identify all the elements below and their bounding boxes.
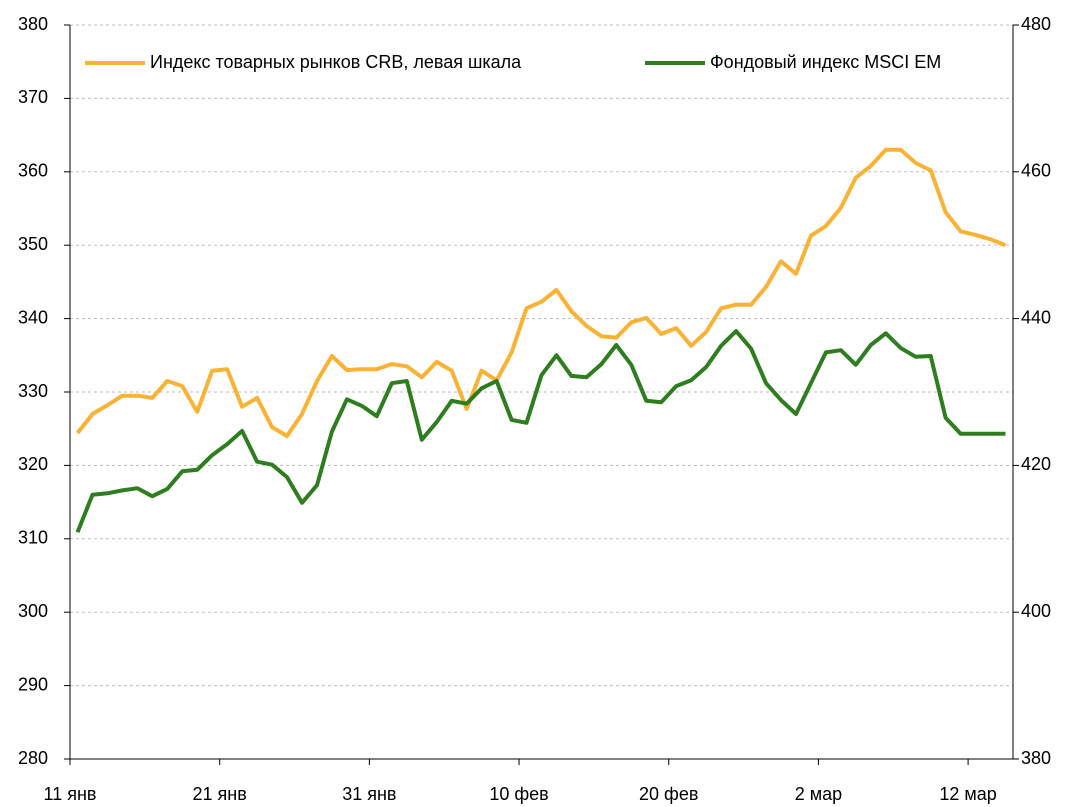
y-tick-label: 280 bbox=[18, 748, 48, 768]
y-tick-label: 370 bbox=[18, 87, 48, 107]
y2-tick-label: 400 bbox=[1021, 601, 1051, 621]
legend-label: Индекс товарных рынков CRB, левая шкала bbox=[150, 52, 522, 72]
y2-tick-label: 480 bbox=[1021, 14, 1051, 34]
y-tick-label: 310 bbox=[18, 528, 48, 548]
y-tick-label: 330 bbox=[18, 381, 48, 401]
y2-tick-label: 440 bbox=[1021, 307, 1051, 327]
y-tick-label: 300 bbox=[18, 601, 48, 621]
series-line bbox=[75, 147, 1007, 438]
x-tick-label: 2 мар bbox=[795, 784, 842, 804]
x-tick-label: 11 янв bbox=[44, 784, 97, 804]
y2-tick-label: 460 bbox=[1021, 161, 1051, 181]
y-tick-label: 350 bbox=[18, 234, 48, 254]
x-tick-label: 21 янв bbox=[193, 784, 247, 804]
y-tick-label: 340 bbox=[18, 307, 48, 327]
y2-tick-label: 420 bbox=[1021, 454, 1051, 474]
x-tick-label: 31 янв bbox=[342, 784, 396, 804]
y2-tick-label: 380 bbox=[1021, 748, 1051, 768]
legend-label: Фондовый индекс MSCI EM bbox=[710, 52, 941, 72]
y-tick-label: 290 bbox=[18, 674, 48, 694]
x-tick-label: 10 фев bbox=[489, 784, 548, 804]
x-tick-label: 20 фев bbox=[639, 784, 698, 804]
y-tick-label: 320 bbox=[18, 454, 48, 474]
x-tick-label: 12 мар bbox=[939, 784, 996, 804]
y-tick-label: 380 bbox=[18, 14, 48, 34]
y-tick-label: 360 bbox=[18, 161, 48, 181]
series-line bbox=[75, 329, 1006, 533]
